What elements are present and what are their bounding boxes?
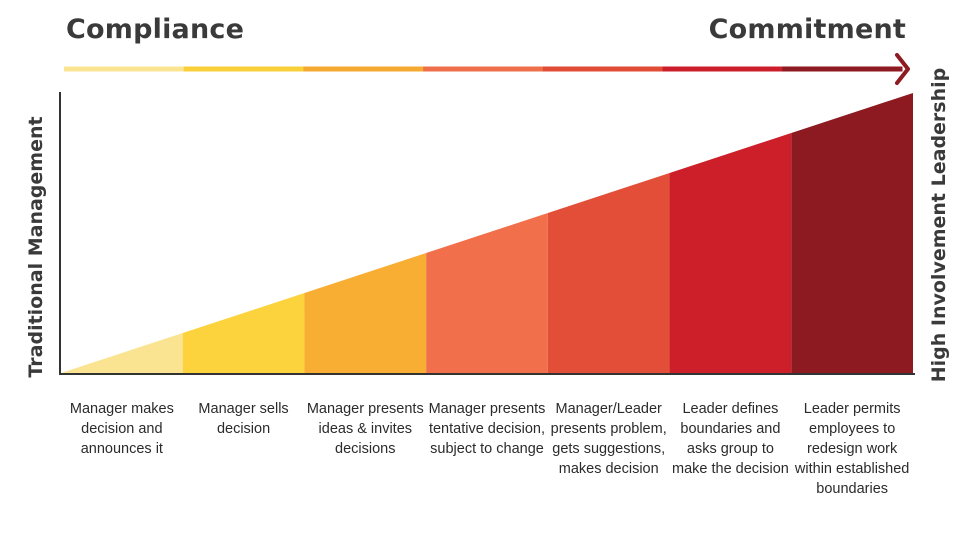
wedge-step-2	[182, 293, 305, 373]
arrow-segment-3	[303, 66, 424, 72]
arrow-segment-7	[782, 66, 903, 72]
wedge-step-5	[547, 173, 670, 373]
high-involvement-leadership-text: High Involvement Leadership	[928, 67, 950, 383]
wedge-step-1	[61, 333, 183, 373]
arrow-segment-2	[183, 66, 304, 72]
arrow-segment-4	[423, 66, 544, 72]
step-label-7: Leader permits employees to redesign wor…	[794, 401, 910, 497]
arrow-head-icon	[895, 53, 910, 85]
arrow-segment-5	[542, 66, 664, 72]
step-label-2: Manager sells decision	[198, 401, 289, 437]
commitment-heading: Commitment	[708, 14, 906, 45]
wedge	[61, 93, 913, 373]
step-label-6: Leader defines boundaries and asks group…	[671, 401, 789, 477]
arrow-segment-6	[662, 66, 783, 72]
compliance-heading: Compliance	[66, 14, 245, 45]
step-label-3: Manager presents ideas & invites decisio…	[306, 401, 424, 457]
wedge-step-4	[426, 213, 548, 373]
step-label-5: Manager/Leader presents problem, gets su…	[550, 401, 667, 477]
wedge-step-3	[304, 253, 427, 373]
wedge-step-7	[791, 93, 913, 373]
continuum-arrow	[64, 66, 903, 72]
traditional-management-text: Traditional Management	[25, 116, 47, 378]
step-label-4: Manager presents tentative decision, sub…	[428, 401, 546, 457]
arrow-segment-1	[64, 66, 185, 72]
wedge-step-6	[669, 133, 792, 373]
step-label-1: Manager makes decision and announces it	[69, 401, 174, 457]
